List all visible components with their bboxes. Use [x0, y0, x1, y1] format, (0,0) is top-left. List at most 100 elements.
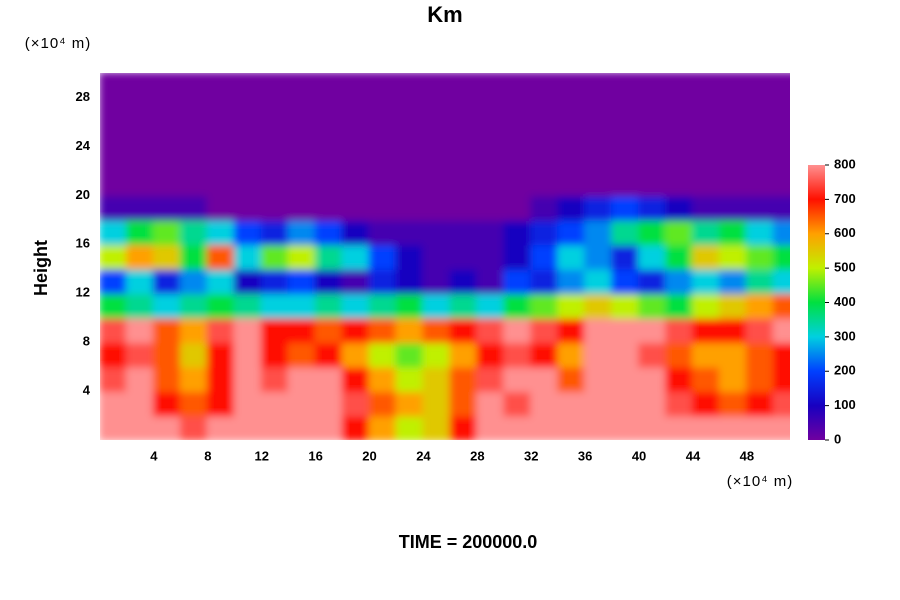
heat-cell — [503, 267, 533, 295]
heat-cell — [260, 96, 290, 123]
heat-cell — [611, 194, 641, 221]
heat-cell — [691, 414, 721, 440]
heat-cell — [530, 169, 560, 197]
heat-cell — [530, 73, 560, 99]
heat-cell — [503, 390, 533, 417]
heat-cell — [503, 414, 533, 440]
x-tick-label: 48 — [740, 448, 754, 463]
heat-cell — [584, 73, 614, 99]
heat-cell — [611, 267, 641, 295]
heat-cell — [206, 341, 236, 368]
heat-cell — [503, 365, 533, 393]
heat-cell — [449, 120, 479, 148]
heat-cell — [584, 341, 614, 368]
heat-cell — [152, 414, 182, 440]
heat-cell — [691, 169, 721, 197]
heat-cell — [530, 316, 560, 344]
heat-cell — [125, 390, 155, 417]
colorbar-tick-label: 400 — [834, 294, 856, 309]
heat-cell — [449, 267, 479, 295]
heat-cell — [100, 194, 128, 221]
heat-cell — [287, 120, 317, 148]
heat-cell — [422, 120, 452, 148]
heat-cell — [476, 218, 506, 246]
heat-cell — [503, 145, 533, 172]
heat-cell — [665, 120, 694, 148]
heat-cell — [233, 414, 263, 440]
heat-cell — [368, 316, 398, 344]
heat-cell — [584, 218, 614, 246]
heat-cell — [206, 414, 236, 440]
heat-cell — [691, 218, 721, 246]
heat-cell — [206, 218, 236, 246]
heat-cell — [314, 341, 344, 368]
heat-cell — [638, 341, 668, 368]
heat-cell — [665, 73, 694, 99]
heat-cell — [422, 316, 452, 344]
colorbar — [808, 165, 825, 440]
heat-cell — [691, 145, 721, 172]
heat-cell — [745, 218, 775, 246]
x-tick-label: 32 — [524, 448, 538, 463]
heat-cell — [557, 243, 587, 270]
heat-cell — [233, 390, 263, 417]
heat-cell — [530, 218, 560, 246]
heat-cell — [584, 120, 614, 148]
heat-cell — [206, 194, 236, 221]
heat-cell — [368, 267, 398, 295]
heat-cell — [152, 341, 182, 368]
heat-cell — [260, 267, 290, 295]
heat-cell — [503, 96, 533, 123]
heat-cell — [152, 390, 182, 417]
heat-cell — [665, 243, 694, 270]
heat-cell — [611, 218, 641, 246]
heat-cell — [530, 292, 560, 319]
heat-cell — [745, 145, 775, 172]
heat-cell — [557, 96, 587, 123]
x-tick-label: 28 — [470, 448, 484, 463]
heat-cell — [449, 169, 479, 197]
heat-cell — [314, 145, 344, 172]
heat-cell — [341, 73, 371, 99]
heat-cell — [395, 414, 425, 440]
heat-cell — [368, 73, 398, 99]
heat-cell — [691, 243, 721, 270]
heat-cell — [745, 414, 775, 440]
heat-cell — [691, 390, 721, 417]
heat-cell — [638, 169, 668, 197]
heat-cell — [772, 194, 790, 221]
heat-cell — [476, 390, 506, 417]
heat-cell — [125, 243, 155, 270]
heat-cell — [395, 292, 425, 319]
heat-cell — [314, 390, 344, 417]
y-unit: (×10⁴ m) — [25, 35, 92, 52]
heat-cell — [179, 194, 209, 221]
heat-cell — [368, 365, 398, 393]
heat-cell — [718, 341, 748, 368]
heat-cell — [718, 316, 748, 344]
heat-cell — [557, 414, 587, 440]
heat-cell — [179, 145, 209, 172]
heat-cell — [718, 73, 748, 99]
heat-cell — [691, 365, 721, 393]
heat-cell — [206, 390, 236, 417]
colorbar-tick-label: 200 — [834, 363, 856, 378]
heat-cell — [584, 267, 614, 295]
heat-cell — [557, 341, 587, 368]
heat-cell — [179, 73, 209, 99]
heat-cell — [476, 365, 506, 393]
heat-cell — [638, 267, 668, 295]
heat-cell — [530, 341, 560, 368]
heat-cell — [314, 243, 344, 270]
heat-cell — [718, 390, 748, 417]
heat-cell — [260, 341, 290, 368]
heat-cell — [152, 169, 182, 197]
heat-cell — [395, 194, 425, 221]
heat-cell — [314, 218, 344, 246]
heat-cell — [341, 96, 371, 123]
heat-cell — [260, 365, 290, 393]
heat-cell — [611, 390, 641, 417]
y-tick-label: 16 — [76, 236, 90, 251]
heat-cell — [665, 341, 694, 368]
heat-cell — [584, 194, 614, 221]
